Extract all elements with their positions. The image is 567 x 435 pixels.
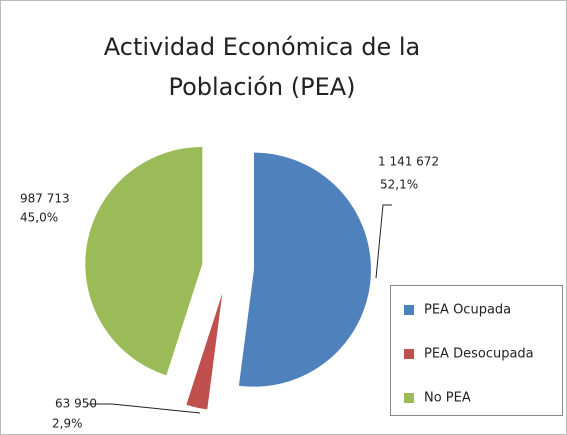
leader-line bbox=[88, 403, 201, 414]
legend-label: PEA Ocupada bbox=[424, 303, 511, 318]
data-label: 45,0% bbox=[20, 211, 58, 225]
legend-swatch bbox=[404, 305, 414, 315]
pie-slice bbox=[238, 152, 371, 387]
leader-line bbox=[375, 204, 392, 279]
pie-slice bbox=[85, 146, 203, 376]
legend-label: PEA Desocupada bbox=[424, 347, 534, 362]
data-label: 987 713 bbox=[20, 192, 70, 206]
legend-swatch bbox=[404, 393, 414, 403]
data-label: 52,1% bbox=[380, 178, 418, 192]
pie-slice bbox=[186, 293, 223, 410]
data-label: 2,9% bbox=[52, 417, 83, 431]
chart-title: Actividad Económica de la bbox=[104, 33, 420, 61]
chart-title: Población (PEA) bbox=[168, 73, 355, 101]
data-label: 63 950 bbox=[55, 397, 97, 411]
data-label: 1 141 672 bbox=[378, 155, 439, 169]
legend-label: No PEA bbox=[424, 391, 471, 406]
legend-box bbox=[390, 285, 563, 416]
legend-swatch bbox=[404, 349, 414, 359]
